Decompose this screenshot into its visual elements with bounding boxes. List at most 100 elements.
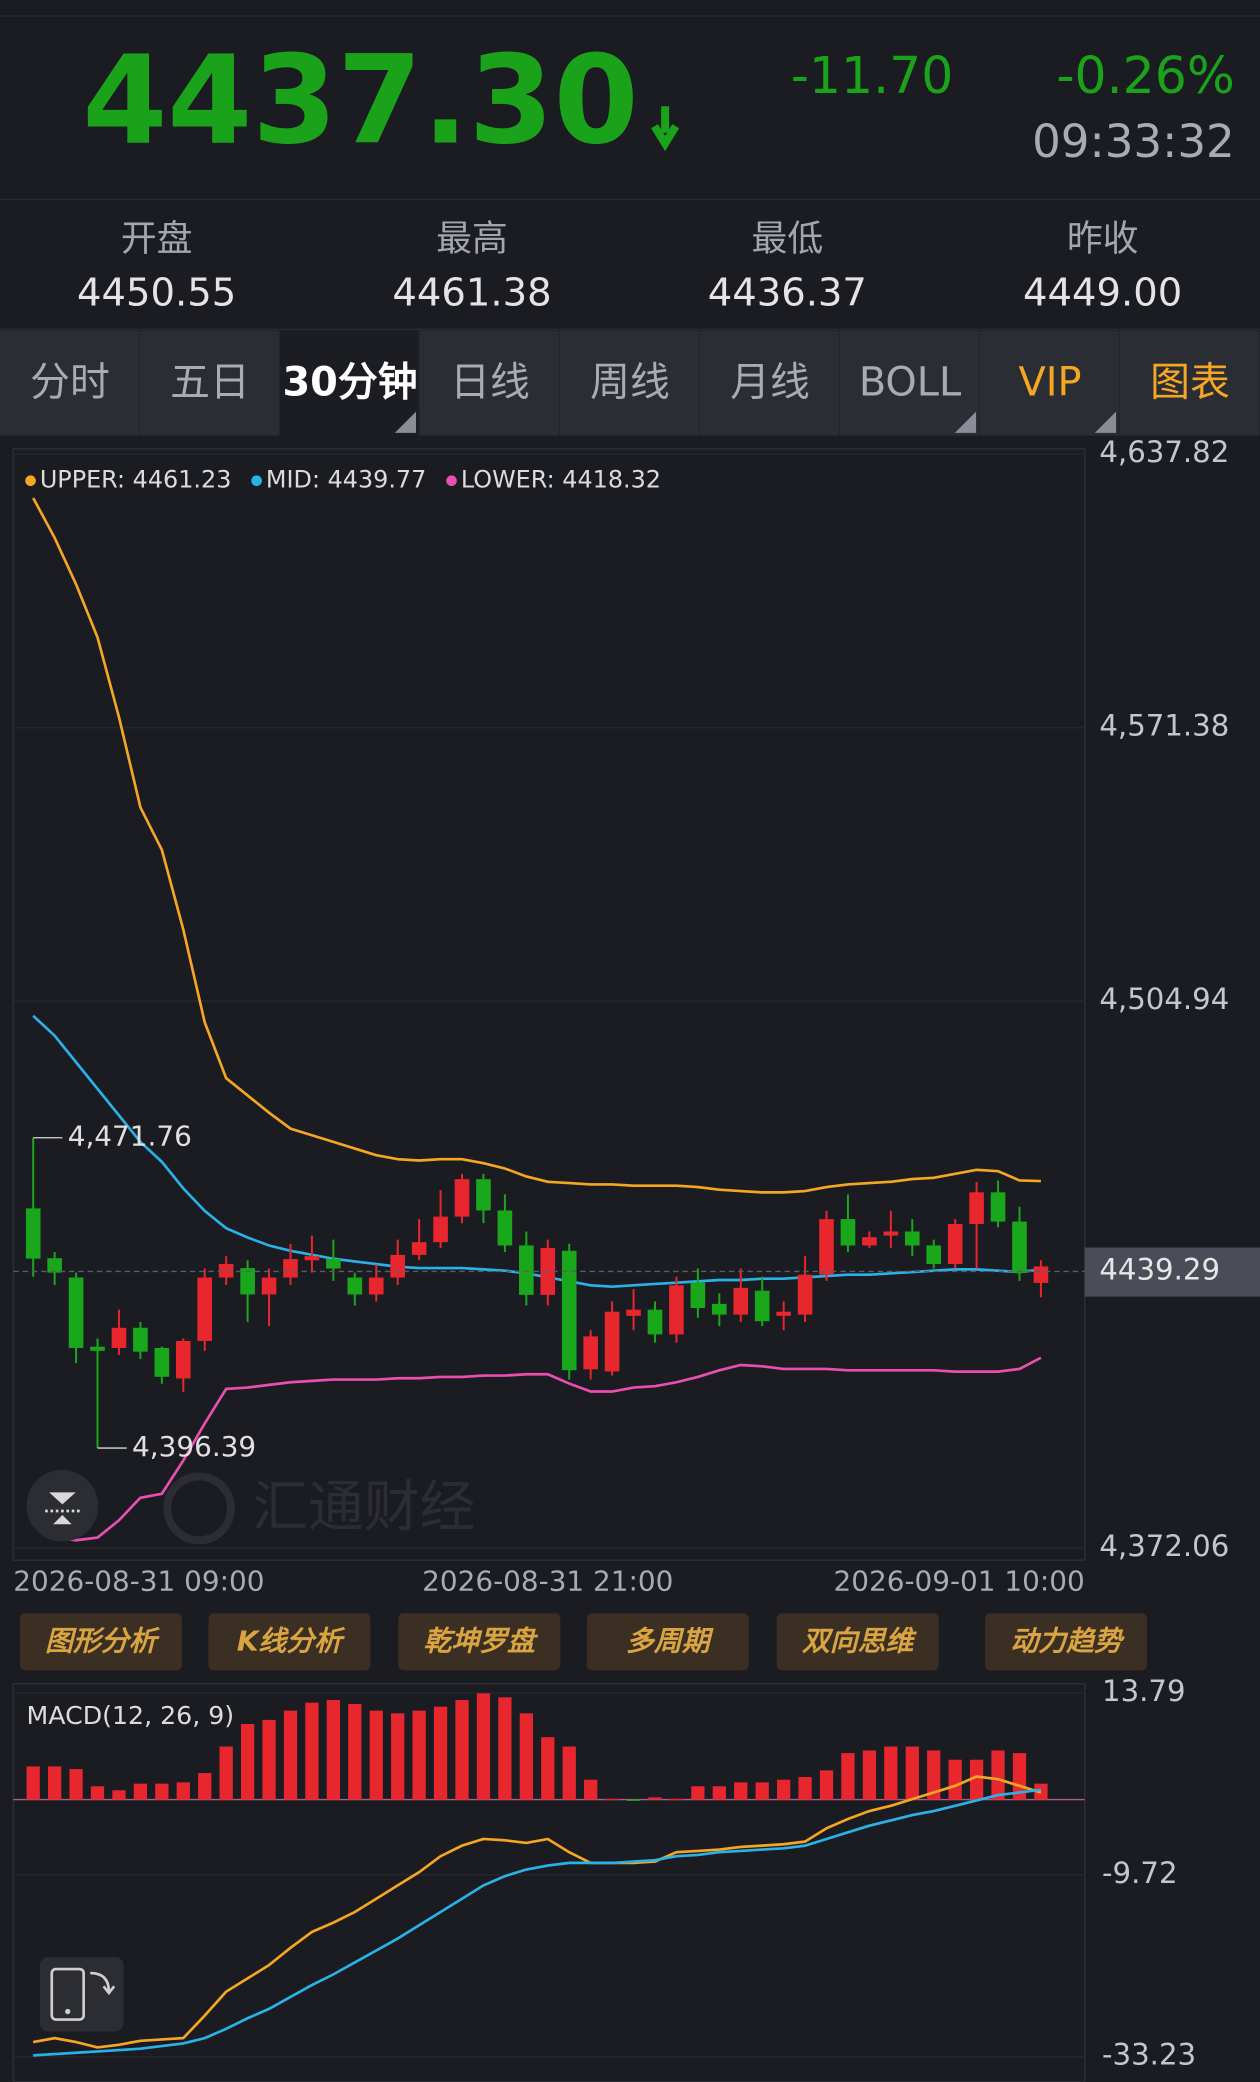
candle-body	[690, 1282, 706, 1309]
tab[interactable]: 分时	[30, 360, 110, 406]
y-tick-label: -33.23	[1102, 2038, 1196, 2072]
candle-body	[969, 1192, 984, 1225]
tab[interactable]: 日线	[450, 360, 530, 406]
candle-body	[47, 1258, 62, 1273]
tab-menu-indicator[interactable]	[394, 411, 417, 433]
macd-bar	[755, 1782, 769, 1800]
macd-bar	[283, 1710, 298, 1800]
macd-bar	[819, 1770, 834, 1800]
tab[interactable]: VIP	[1018, 360, 1081, 406]
candle-body	[669, 1285, 684, 1335]
candle-body	[712, 1303, 727, 1315]
candle-body	[304, 1256, 320, 1261]
price-change-percent: -0.26%	[1056, 46, 1234, 105]
rotate-icon[interactable]	[90, 1971, 116, 1996]
stat-value: 4450.55	[77, 270, 236, 315]
candle-body	[133, 1327, 148, 1352]
stat-label: 开盘	[121, 218, 193, 259]
macd-bar	[240, 1723, 255, 1800]
analysis-button[interactable]	[586, 1613, 749, 1671]
analysis-button[interactable]	[19, 1613, 182, 1671]
candle-body	[454, 1179, 470, 1217]
macd-bar	[455, 1700, 469, 1800]
stat-value: 4449.00	[1023, 270, 1182, 315]
candle-body	[990, 1192, 1006, 1222]
macd-bar	[691, 1786, 705, 1800]
macd-bar	[905, 1746, 919, 1800]
macd-bar	[669, 1798, 684, 1801]
analysis-button-label[interactable]: 图形分析	[45, 1624, 161, 1657]
rotate-icon[interactable]	[65, 2008, 71, 2015]
candle-body	[433, 1216, 448, 1243]
macd-bar	[605, 1798, 619, 1801]
collapse-icon[interactable]	[49, 1492, 76, 1505]
tab-bg[interactable]	[140, 330, 279, 436]
macd-bar	[562, 1746, 576, 1800]
candle-body	[90, 1346, 105, 1351]
tab-bg[interactable]	[560, 330, 699, 436]
analysis-button[interactable]	[985, 1613, 1148, 1671]
tab-bg[interactable]	[0, 330, 139, 436]
candle-body	[819, 1219, 834, 1275]
analysis-button[interactable]	[208, 1613, 371, 1671]
band-line	[32, 1014, 1042, 1288]
analysis-button-label[interactable]: 双向思维	[802, 1624, 918, 1657]
candle-body	[497, 1210, 513, 1246]
candle-body	[883, 1231, 899, 1236]
y-tick-label: 4,571.38	[1099, 709, 1229, 743]
collapse-button[interactable]	[26, 1469, 99, 1542]
candle-body	[261, 1277, 277, 1295]
legend-label: LOWER: 4418.32	[461, 466, 661, 494]
tab[interactable]: 图表	[1150, 360, 1230, 406]
analysis-button[interactable]	[398, 1613, 561, 1671]
tab[interactable]: 月线	[730, 360, 810, 406]
rotate-icon[interactable]	[50, 1967, 85, 2021]
macd-bar	[219, 1746, 233, 1800]
tab[interactable]: 30分钟	[282, 360, 417, 406]
analysis-button-label[interactable]: 多周期	[626, 1624, 714, 1657]
macd-bar	[862, 1750, 877, 1800]
macd-bar	[476, 1693, 491, 1800]
macd-bar	[90, 1786, 105, 1800]
macd-bar	[541, 1737, 555, 1800]
tab-bg[interactable]	[420, 330, 559, 436]
candle-body	[904, 1231, 920, 1246]
stat-value: 4436.37	[708, 270, 867, 315]
tab-bg[interactable]	[1120, 330, 1259, 436]
tab[interactable]: BOLL	[859, 360, 961, 406]
legend-marker	[251, 475, 262, 487]
stat-label: 最高	[436, 218, 508, 259]
candle-body	[368, 1277, 384, 1295]
rotate-button[interactable]	[39, 1957, 124, 2032]
collapse-icon[interactable]	[53, 1514, 72, 1525]
analysis-button[interactable]	[776, 1613, 939, 1671]
candle-body	[797, 1274, 813, 1315]
macd-line	[32, 1775, 1042, 2049]
candle-body	[626, 1309, 641, 1316]
price-plot-frame	[12, 448, 1086, 1561]
tab-selected-bg[interactable]	[280, 330, 419, 436]
macd-bar	[776, 1779, 791, 1800]
tab-bg[interactable]	[700, 330, 839, 436]
tab[interactable]: 五日	[170, 360, 250, 406]
tab-menu-indicator[interactable]	[954, 411, 977, 433]
macd-bar	[519, 1713, 533, 1800]
macd-bar	[927, 1750, 941, 1800]
candle-body	[390, 1254, 405, 1278]
analysis-button-label[interactable]: 动力趋势	[1010, 1624, 1125, 1657]
last-price-label: 4439.29	[1099, 1252, 1220, 1286]
analysis-button-label[interactable]: K线分析	[237, 1624, 346, 1657]
analysis-button-label[interactable]: 乾坤罗盘	[424, 1624, 540, 1657]
macd-bar	[626, 1799, 641, 1801]
macd-bar	[498, 1697, 512, 1800]
price-down-arrow	[651, 106, 680, 152]
extreme-label: 4,471.76	[68, 1120, 192, 1153]
tab[interactable]: 周线	[590, 360, 670, 406]
collapse-button-bg[interactable]	[26, 1469, 99, 1542]
macd-bar	[112, 1790, 126, 1800]
tab-bg[interactable]	[840, 330, 979, 436]
macd-bar	[198, 1773, 212, 1800]
legend-label: UPPER: 4461.23	[40, 466, 232, 494]
tab-bg[interactable]	[979, 330, 1119, 436]
